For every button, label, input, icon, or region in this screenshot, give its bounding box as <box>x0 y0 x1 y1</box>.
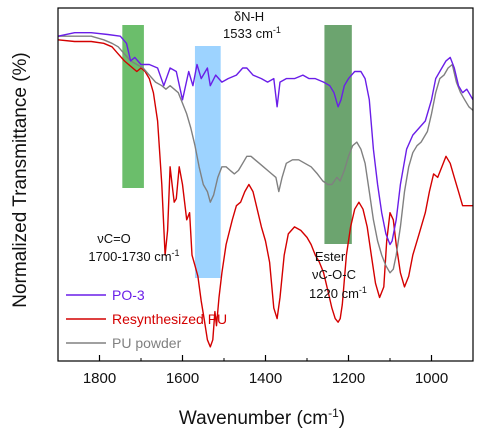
legend-label: Resynthesized PU <box>112 311 227 327</box>
x-ticks: 1800 1600 1400 1200 1000 <box>83 355 448 387</box>
annotation-nh-label: δN-H <box>234 9 264 24</box>
annotation-nh-value: 1533 cm-1 <box>223 25 281 41</box>
annotation-coc-label: νC-O-C <box>312 267 356 282</box>
highlight-bands <box>122 25 352 278</box>
x-tick-label: 1400 <box>249 370 282 387</box>
annotation-ester-label: Ester <box>315 249 346 264</box>
highlight-band <box>324 25 352 244</box>
annotation-coc-value: 1220 cm-1 <box>309 285 367 301</box>
highlight-band <box>194 46 221 278</box>
series-line-pu-powder <box>58 35 474 274</box>
series-line-po-3 <box>57 32 474 246</box>
series-line-resynthesized-pu <box>57 39 473 348</box>
legend-label: PU powder <box>112 335 182 351</box>
x-tick-label: 1200 <box>332 370 365 387</box>
annotation-co-label: νC=O <box>97 231 131 246</box>
x-tick-label: 1600 <box>166 370 199 387</box>
y-axis-label: Normalized Transmittance (%) <box>10 52 31 308</box>
legend-label: PO-3 <box>112 287 145 303</box>
x-tick-label: 1800 <box>83 370 116 387</box>
x-axis-label: Wavenumber (cm-1) <box>179 406 345 429</box>
annotation-co-range: 1700-1730 cm-1 <box>88 248 179 264</box>
plot-frame <box>57 7 474 362</box>
x-tick-label: 1000 <box>415 370 448 387</box>
legend: PO-3 Resynthesized PU PU powder <box>66 287 227 351</box>
highlight-band <box>122 25 144 188</box>
series-layer <box>57 32 474 348</box>
